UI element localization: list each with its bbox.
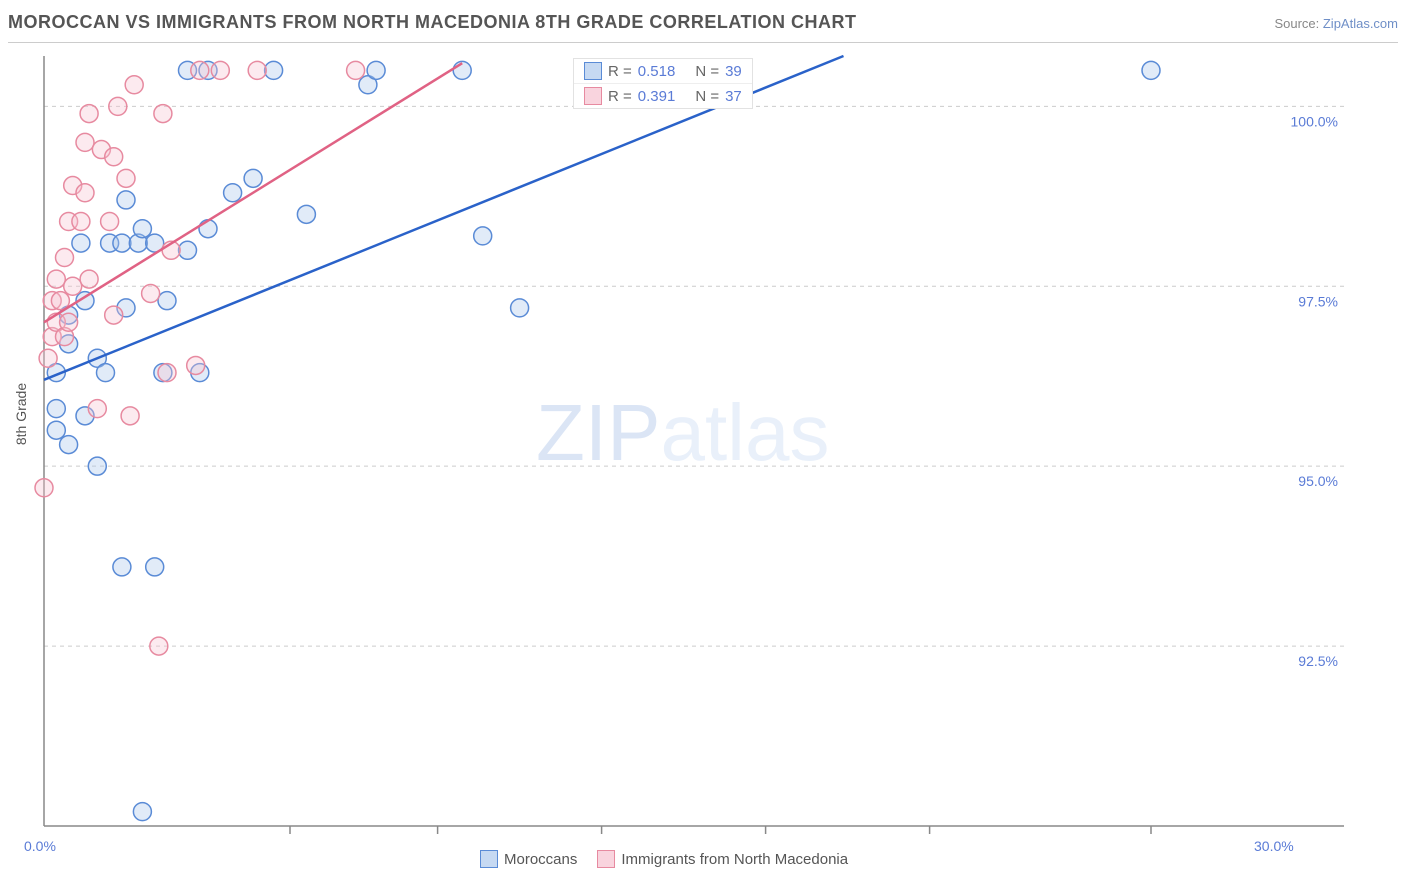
data-point [474,227,492,245]
legend-item: Moroccans [480,850,577,868]
legend-item: Immigrants from North Macedonia [597,850,848,868]
data-point [80,105,98,123]
data-point [224,184,242,202]
data-point [35,479,53,497]
data-point [56,248,74,266]
data-point [511,299,529,317]
scatter-plot: 92.5% 95.0% 97.5% 100.0% [44,56,1344,826]
data-point [191,61,209,79]
source: Source: ZipAtlas.com [1274,16,1398,31]
data-point [199,220,217,238]
legend-label: Immigrants from North Macedonia [621,851,848,868]
svg-text:92.5%: 92.5% [1298,653,1338,669]
data-point [244,169,262,187]
title-bar: MOROCCAN VS IMMIGRANTS FROM NORTH MACEDO… [8,12,1398,43]
data-point [211,61,229,79]
swatch-icon [480,850,498,868]
y-axis-label: 8th Grade [13,383,29,445]
data-point [72,234,90,252]
chart-title: MOROCCAN VS IMMIGRANTS FROM NORTH MACEDO… [8,12,856,33]
x-tick-label: 0.0% [24,838,56,854]
data-point [88,457,106,475]
data-point [179,241,197,259]
data-point [47,270,65,288]
data-point [113,234,131,252]
svg-text:100.0%: 100.0% [1291,113,1338,129]
data-point [158,292,176,310]
data-point [158,364,176,382]
data-point [72,213,90,231]
data-point [367,61,385,79]
data-point [64,277,82,295]
data-point [1142,61,1160,79]
data-point [133,803,151,821]
data-point [150,637,168,655]
source-label: Source: [1274,16,1322,31]
stat-n-value: 37 [725,88,742,105]
data-point [47,400,65,418]
stat-n-value: 39 [725,63,742,80]
data-point [39,349,57,367]
data-point [133,220,151,238]
stat-n-label: N = [695,63,719,80]
stat-row: R = 0.518 N = 39 [574,59,752,83]
data-point [117,191,135,209]
stat-r-label: R = [608,88,632,105]
data-point [76,184,94,202]
data-point [265,61,283,79]
stat-r-value: 0.518 [638,63,676,80]
data-point [113,558,131,576]
svg-text:97.5%: 97.5% [1298,293,1338,309]
swatch-icon [584,87,602,105]
data-point [101,213,119,231]
stat-n-label: N = [695,88,719,105]
data-point [121,407,139,425]
data-point [146,558,164,576]
data-point [109,97,127,115]
data-point [105,148,123,166]
data-point [97,364,115,382]
data-point [125,76,143,94]
data-point [60,436,78,454]
data-point [154,105,172,123]
swatch-icon [597,850,615,868]
data-point [88,400,106,418]
svg-text:95.0%: 95.0% [1298,473,1338,489]
data-point [187,356,205,374]
data-point [105,306,123,324]
source-link[interactable]: ZipAtlas.com [1323,16,1398,31]
legend-bottom: Moroccans Immigrants from North Macedonia [480,850,848,868]
data-point [347,61,365,79]
stat-r-label: R = [608,63,632,80]
data-point [76,133,94,151]
swatch-icon [584,62,602,80]
data-point [47,421,65,439]
data-point [142,284,160,302]
data-point [297,205,315,223]
legend-label: Moroccans [504,851,577,868]
data-point [60,313,78,331]
data-point [248,61,266,79]
chart-frame: MOROCCAN VS IMMIGRANTS FROM NORTH MACEDO… [0,0,1406,892]
x-tick-label: 30.0% [1254,838,1294,854]
stat-row: R = 0.391 N = 37 [574,83,752,108]
stat-box: R = 0.518 N = 39 R = 0.391 N = 37 [573,58,753,109]
data-point [80,270,98,288]
data-point [117,169,135,187]
stat-r-value: 0.391 [638,88,676,105]
